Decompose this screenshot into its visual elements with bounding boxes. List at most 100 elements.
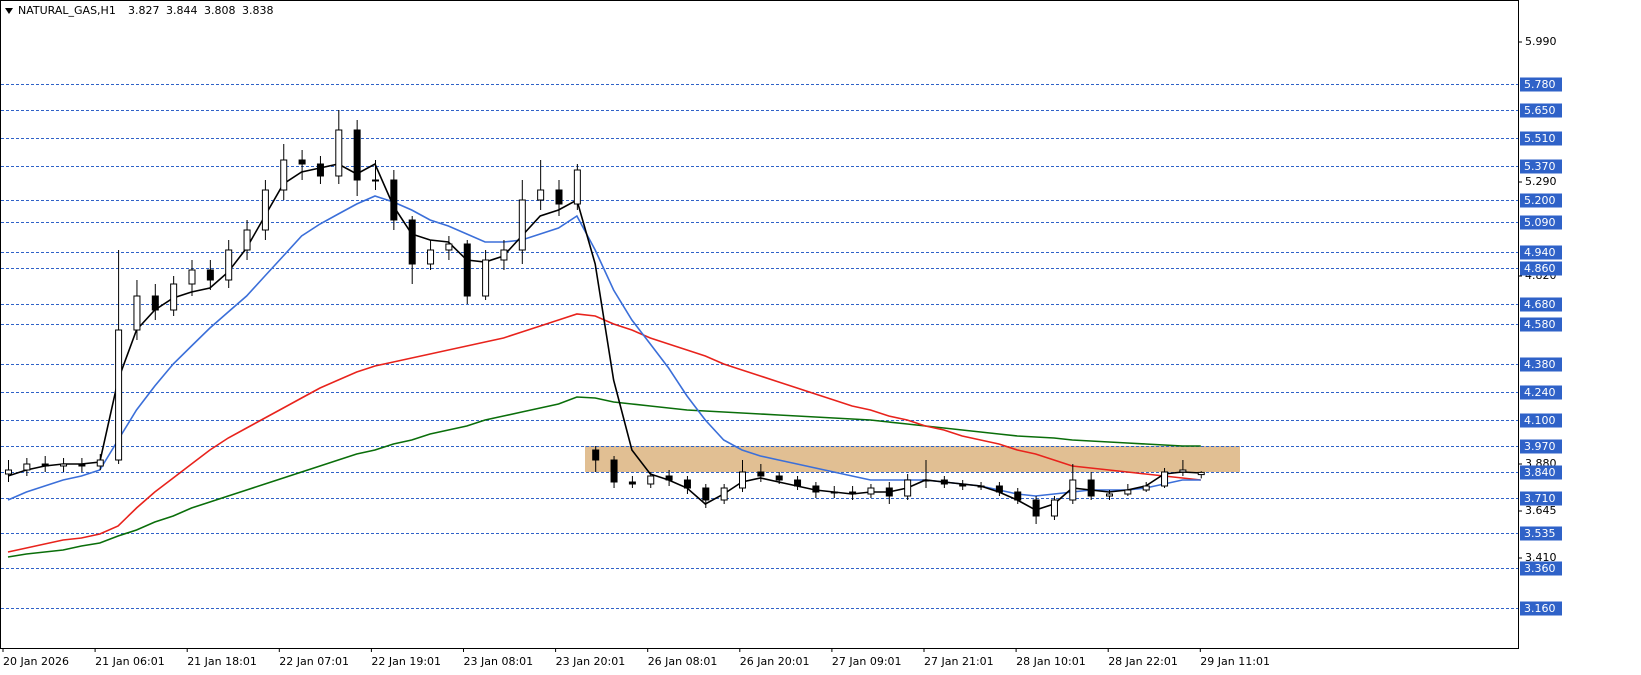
level-label: 5.510	[1524, 132, 1556, 145]
candle-body	[830, 491, 838, 494]
candle-body	[427, 249, 435, 265]
candle-body	[665, 475, 673, 481]
candle-body	[1124, 489, 1132, 495]
level-label-box	[1520, 77, 1562, 92]
candle-body	[23, 463, 31, 471]
candle-body	[592, 449, 600, 461]
candle-body	[1032, 499, 1040, 517]
level-label-box	[1520, 245, 1562, 260]
x-tick-label: 29 Jan 11:01	[1200, 655, 1270, 668]
candle-body	[940, 479, 948, 485]
level-label-box	[1520, 103, 1562, 118]
level-label: 5.090	[1524, 216, 1556, 229]
candle-body	[188, 269, 196, 285]
candle-body	[390, 179, 398, 221]
x-tick-label: 21 Jan 06:01	[95, 655, 165, 668]
level-label: 3.710	[1524, 492, 1556, 505]
y-tick-label: 3.645	[1525, 504, 1557, 517]
level-label: 3.535	[1524, 527, 1556, 540]
ohlc-open: 3.827	[128, 4, 160, 17]
x-tick-label: 28 Jan 22:01	[1108, 655, 1178, 668]
candle-body	[1142, 485, 1150, 491]
candle-body	[1069, 479, 1077, 501]
x-tick-label: 26 Jan 20:01	[740, 655, 810, 668]
candle-body	[995, 485, 1003, 493]
level-label-box	[1520, 357, 1562, 372]
candle-body	[518, 199, 526, 251]
level-label: 3.160	[1524, 602, 1556, 615]
level-label: 3.970	[1524, 440, 1556, 453]
menu-arrow	[5, 8, 13, 14]
y-tick-label: 3.410	[1525, 551, 1557, 564]
candle-body	[922, 479, 930, 482]
candle-body	[849, 491, 857, 495]
candle-body	[170, 283, 178, 311]
candle-body	[1197, 471, 1205, 476]
level-label-box	[1520, 159, 1562, 174]
candle-body	[41, 463, 49, 467]
level-label-box	[1520, 601, 1562, 616]
level-label: 4.680	[1524, 298, 1556, 311]
candle-body	[720, 487, 728, 501]
candle-body	[702, 487, 710, 501]
level-label: 3.840	[1524, 466, 1556, 479]
y-tick-label: 5.290	[1525, 175, 1557, 188]
candle-body	[610, 459, 618, 483]
candle-body	[78, 463, 86, 467]
candle-body	[757, 471, 765, 477]
candle-body	[1014, 491, 1022, 501]
candle-body	[280, 159, 288, 191]
chart-title: NATURAL_GAS,H1	[18, 4, 116, 17]
candle-body	[408, 219, 416, 265]
candle-body	[812, 485, 820, 493]
level-label-box	[1520, 215, 1562, 230]
x-tick-label: 27 Jan 21:01	[924, 655, 994, 668]
candle-body	[243, 229, 251, 251]
level-label-box	[1520, 297, 1562, 312]
candle-body	[739, 471, 746, 489]
level-label: 4.100	[1524, 414, 1556, 427]
level-label: 3.360	[1524, 562, 1556, 575]
candle-body	[1179, 469, 1187, 473]
level-label: 5.370	[1524, 160, 1556, 173]
candle-body	[372, 179, 379, 182]
candle-body	[5, 469, 12, 475]
candle-body	[151, 295, 159, 311]
level-label: 4.580	[1524, 318, 1556, 331]
candle-body	[445, 243, 453, 251]
x-tick-label: 21 Jan 18:01	[187, 655, 257, 668]
ohlc-high: 3.844	[166, 4, 198, 17]
candle-body	[206, 269, 214, 281]
y-tick-label: 5.990	[1525, 35, 1557, 48]
candle-body	[96, 459, 104, 467]
candle-body	[1050, 499, 1058, 517]
level-label-box	[1520, 465, 1562, 480]
candle-body	[335, 129, 343, 177]
x-tick-label: 28 Jan 10:01	[1016, 655, 1086, 668]
candle-body	[482, 259, 490, 297]
x-tick-label: 22 Jan 07:01	[279, 655, 349, 668]
candle-body	[628, 481, 636, 485]
candle-body	[794, 479, 802, 487]
x-tick-label: 27 Jan 09:01	[832, 655, 902, 668]
candle-body	[647, 475, 655, 485]
candle-body	[133, 295, 141, 331]
x-tick-label: 26 Jan 08:01	[648, 655, 718, 668]
level-label: 5.650	[1524, 104, 1556, 117]
x-tick-label: 22 Jan 19:01	[371, 655, 441, 668]
candle-body	[977, 485, 985, 488]
candle-body	[885, 487, 893, 497]
candle-body	[316, 163, 324, 177]
candle-body	[1087, 479, 1095, 497]
candle-body	[353, 129, 361, 181]
moving-average	[7, 396, 1201, 558]
candle-body	[573, 169, 581, 205]
level-label: 5.780	[1524, 78, 1556, 91]
candle-body	[683, 479, 691, 489]
ohlc-low: 3.808	[204, 4, 236, 17]
level-label-box	[1520, 385, 1562, 400]
candle-body	[463, 243, 471, 297]
level-label-box	[1520, 261, 1562, 276]
candle-body	[298, 159, 306, 165]
